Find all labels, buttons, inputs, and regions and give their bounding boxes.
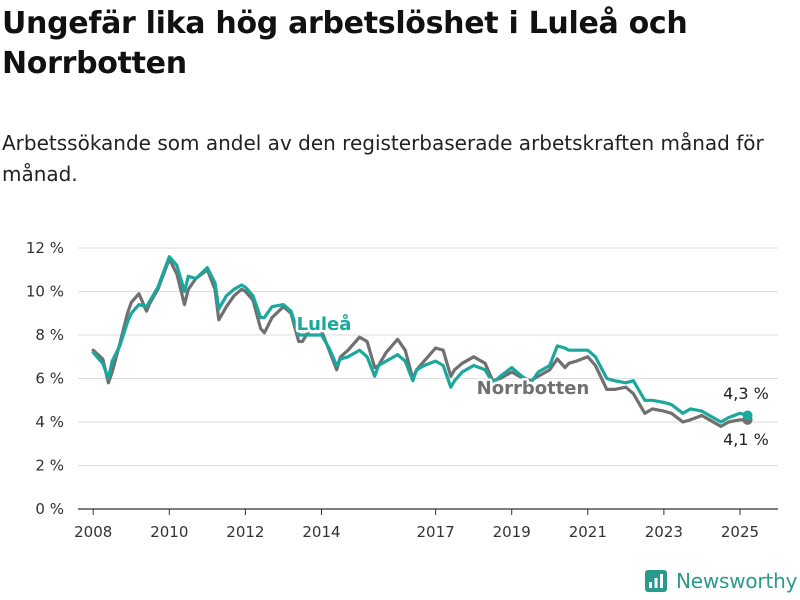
x-tick-label: 2012 — [226, 523, 264, 541]
series-label-lulea: Luleå — [297, 313, 352, 335]
y-tick-label: 12 % — [26, 239, 64, 257]
newsworthy-logo-icon — [645, 570, 667, 592]
y-tick-label: 0 % — [35, 500, 64, 518]
y-tick-label: 4 % — [35, 413, 64, 431]
x-tick-label: 2023 — [645, 523, 683, 541]
y-tick-label: 8 % — [35, 326, 64, 344]
x-tick-label: 2021 — [569, 523, 607, 541]
chart-title: Ungefär lika hög arbetslöshet i Luleå oc… — [2, 6, 688, 81]
series-end-point-lule- — [742, 410, 753, 421]
y-tick-label: 10 % — [26, 283, 64, 301]
series-line-norrbotten — [91, 257, 750, 428]
end-value-label-lulea: 4,3 % — [723, 384, 769, 403]
chart-subtitle: Arbetssökande som andel av den registerb… — [2, 131, 764, 186]
line-chart: 0 % 2 % 4 % 6 % 8 % 10 % 12 % 2008 2010 2012 2014 2… — [26, 239, 778, 541]
newsworthy-logo[interactable]: Newsworthy — [644, 569, 797, 593]
x-tick-label: 2017 — [417, 523, 455, 541]
x-tick-label: 2025 — [721, 523, 759, 541]
series-line-lule- — [91, 255, 750, 424]
y-tick-label: 6 % — [35, 370, 64, 388]
end-value-label-norrbotten: 4,1 % — [723, 430, 769, 449]
newsworthy-brand-name: Newsworthy — [676, 569, 798, 593]
y-tick-label: 2 % — [35, 457, 64, 475]
x-tick-label: 2014 — [302, 523, 340, 541]
x-tick-label: 2008 — [74, 523, 112, 541]
x-tick-label: 2019 — [493, 523, 531, 541]
x-tick-label: 2010 — [150, 523, 188, 541]
series-label-norrbotten: Norrbotten — [477, 378, 590, 399]
